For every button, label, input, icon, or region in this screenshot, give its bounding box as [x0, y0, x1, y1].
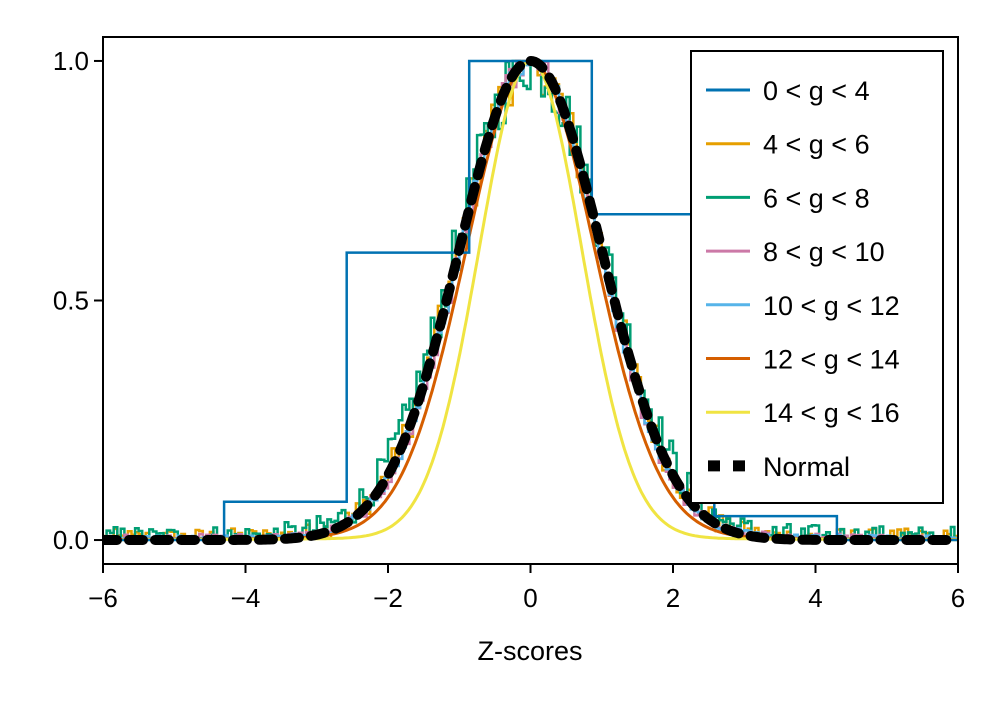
series-line-6-g-8	[103, 59, 958, 540]
series-layer	[103, 55, 958, 545]
legend-label-6-g-8: 6 < g < 8	[763, 183, 870, 213]
x-tick-label: 0	[523, 583, 537, 613]
y-axis-ticks: 0.0 0.5 1.0	[53, 46, 103, 555]
x-tick-label: 2	[666, 583, 680, 613]
x-tick-label: −2	[373, 583, 403, 613]
legend-label-normal: Normal	[763, 452, 850, 482]
x-axis-title: Z-scores	[477, 636, 582, 666]
legend-label-0-g-4: 0 < g < 4	[763, 76, 870, 106]
y-tick-label: 1.0	[53, 46, 89, 76]
x-axis-ticks: −6 −4 −2 0 2 4 6	[88, 564, 965, 613]
legend-label-12-g-14: 12 < g < 14	[763, 345, 900, 375]
legend-label-4-g-6: 4 < g < 6	[763, 130, 870, 160]
x-tick-label: 6	[951, 583, 965, 613]
legend-label-8-g-10: 8 < g < 10	[763, 237, 885, 267]
y-tick-label: 0.0	[53, 525, 89, 555]
legend-box	[690, 50, 944, 504]
series-line-normal	[103, 55, 958, 545]
legend-label-10-g-12: 10 < g < 12	[763, 291, 900, 321]
legend: 0 < g < 4 4 < g < 6 6 < g < 8 8 < g < 10 10 …	[690, 50, 944, 504]
legend-label-14-g-16: 14 < g < 16	[763, 398, 900, 428]
x-tick-label: −4	[231, 583, 261, 613]
x-tick-label: 4	[808, 583, 822, 613]
x-tick-label: −6	[88, 583, 118, 613]
y-tick-label: 0.5	[53, 286, 89, 316]
